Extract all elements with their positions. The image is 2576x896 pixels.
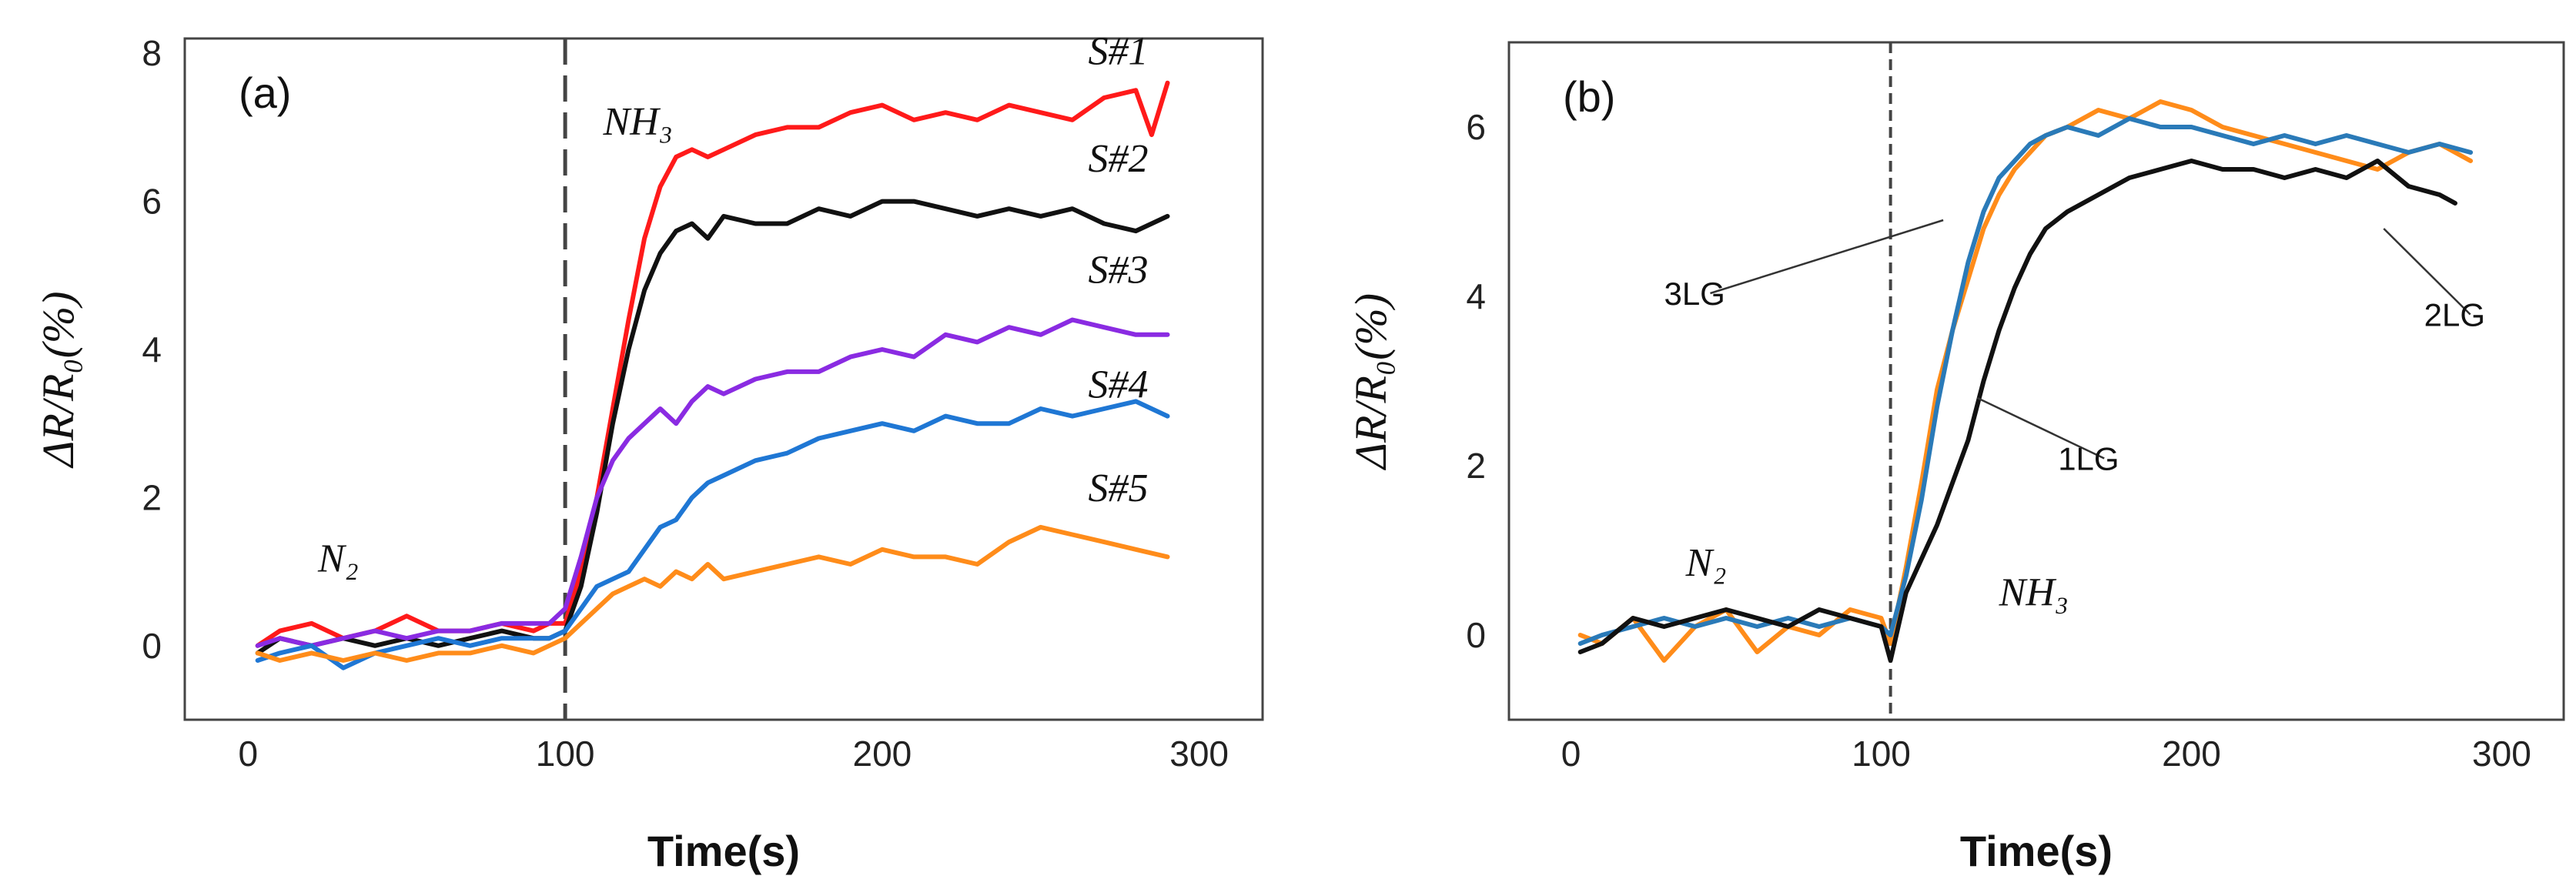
y-tick-label: 0 [1466,615,1486,655]
series-line-s3 [255,317,1170,648]
callout-label: 1LG [2058,441,2119,477]
series-label: S#5 [1089,466,1149,510]
y-axis-label: ΔR/R₀(%) [1346,293,1396,470]
series-line-3lg [1577,116,2474,646]
series-line-s1 [255,80,1170,648]
annotation-n2: N₂ [1685,541,1727,585]
plot-frame [183,37,1264,721]
panel-label: (a) [239,69,291,117]
panel-b: 0 100 200 300 0 2 4 6 3LG 2LG 1LG N₂ NH₃ (b) Time(s) ΔR… [1346,41,2565,875]
y-tick-label: 0 [142,626,162,666]
y-tick-label: 2 [1466,446,1486,486]
series-label: S#2 [1089,137,1149,181]
y-axis-label: ΔR/R₀(%) [33,291,83,468]
series-line-s2 [255,199,1170,656]
annotation-n2: N₂ [317,537,359,581]
callout-leader [2383,228,2471,316]
series-label: S#4 [1089,363,1149,407]
x-tick-label: 0 [239,734,259,774]
x-tick-label: 200 [853,734,912,774]
x-tick-label: 200 [2162,734,2221,774]
series-line-s5 [255,524,1170,663]
panel-a: 0 100 200 300 0 2 4 6 8 S#1 S#2 S#3 S#4 S#5 N₂ NH₃ (a) Ti… [33,30,1264,875]
series-label: S#1 [1089,30,1149,74]
panel-label: (b) [1563,72,1615,121]
callout-leader [1976,396,2105,460]
y-tick-label: 2 [142,477,162,517]
annotation-nh3: NH₃ [603,100,673,144]
x-tick-label: 300 [2472,734,2531,774]
series-line-1lg [1577,159,2457,663]
y-tick-label: 6 [142,182,162,222]
y-tick-label: 6 [1466,107,1486,147]
x-axis-label: Time(s) [1960,827,2113,875]
callout-label: 3LG [1664,276,1725,312]
series-label: S#3 [1089,248,1149,292]
x-tick-label: 100 [536,734,595,774]
series-line-s4 [255,399,1170,670]
callout-label: 2LG [2424,297,2485,333]
y-tick-label: 4 [142,329,162,369]
x-axis-label: Time(s) [647,827,800,875]
x-tick-label: 0 [1561,734,1581,774]
series-line-2lg [1577,99,2474,663]
y-tick-label: 8 [142,33,162,73]
x-tick-label: 100 [1852,734,1911,774]
x-tick-label: 300 [1169,734,1229,774]
annotation-nh3: NH₃ [1999,571,2069,615]
callout-leader [1710,219,1944,295]
y-tick-label: 4 [1466,276,1486,316]
plot-frame [1507,41,2565,721]
